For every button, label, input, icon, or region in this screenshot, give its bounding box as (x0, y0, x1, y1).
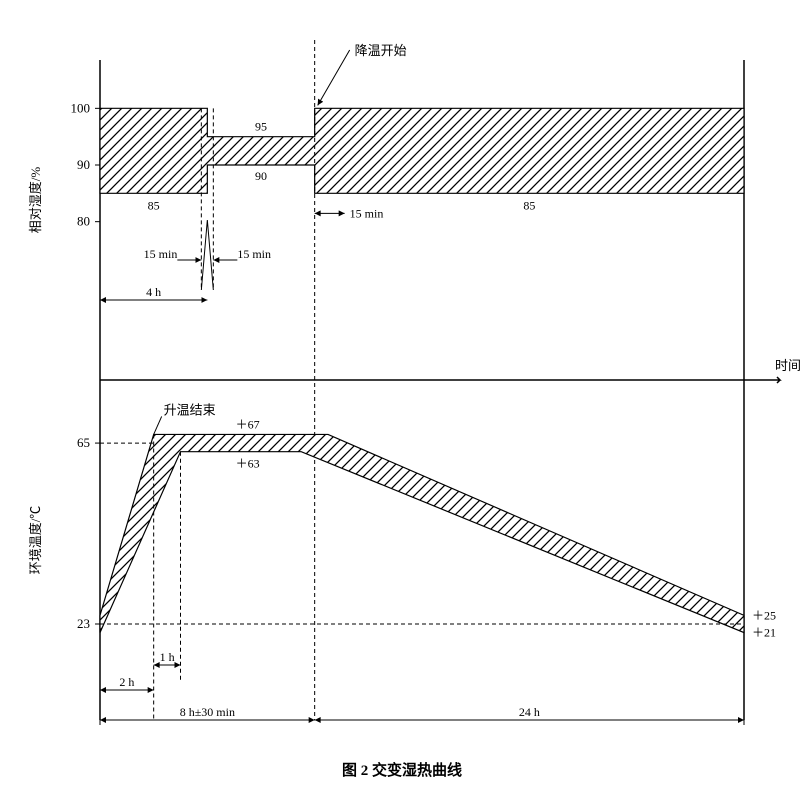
label-1h: 1 h (160, 650, 175, 664)
label-cooling-start: 降温开始 (355, 43, 407, 58)
label-8h30: 8 h±30 min (180, 705, 235, 719)
label-90: 90 (255, 169, 267, 183)
label-85-left: 85 (148, 198, 160, 212)
figure-title: 图 2 交变湿热曲线 (342, 761, 462, 779)
temp-tick-label: 23 (77, 616, 90, 631)
temperature-band (100, 434, 744, 632)
humidity-tick-label: 100 (71, 100, 91, 115)
cyclic-humid-heat-chart: 100 90 80 相对湿度/% 85 95 90 85 15 min 15 min 15 min 4… (0, 0, 804, 792)
humidity-tick-label: 90 (77, 157, 90, 172)
label-15min-t8: 15 min (350, 206, 384, 220)
humidity-y-label: 相对湿度/% (28, 167, 43, 234)
label-p67: ＋67 (236, 417, 260, 431)
humidity-band (100, 108, 744, 193)
callout-heating-end (154, 416, 162, 434)
label-85-right: 85 (523, 198, 535, 212)
label-24h: 24 h (519, 705, 540, 719)
temp-tick-label: 65 (77, 435, 90, 450)
callout-cooling (318, 50, 350, 105)
label-4h: 4 h (146, 285, 161, 299)
temp-y-label: 环境温度/℃ (28, 506, 43, 575)
humidity-tick-label: 80 (77, 214, 90, 229)
label-p63: ＋63 (236, 457, 260, 471)
label-15min-right: 15 min (237, 247, 271, 261)
label-95: 95 (255, 120, 267, 134)
x-axis-label: 时间 (775, 358, 801, 373)
label-p21: ＋21 (752, 626, 776, 640)
label-2h: 2 h (119, 675, 134, 689)
peak-marker (201, 220, 213, 290)
label-15min-left: 15 min (144, 247, 178, 261)
label-heating-end: 升温结束 (164, 402, 216, 417)
time-arrowhead (770, 377, 780, 383)
temperature-panel: 65 23 环境温度/℃ 升温结束 ＋67 ＋63 ＋25 ＋21 1 h 2 h 8 h±30 m… (28, 402, 776, 725)
label-p25: ＋25 (752, 608, 776, 622)
